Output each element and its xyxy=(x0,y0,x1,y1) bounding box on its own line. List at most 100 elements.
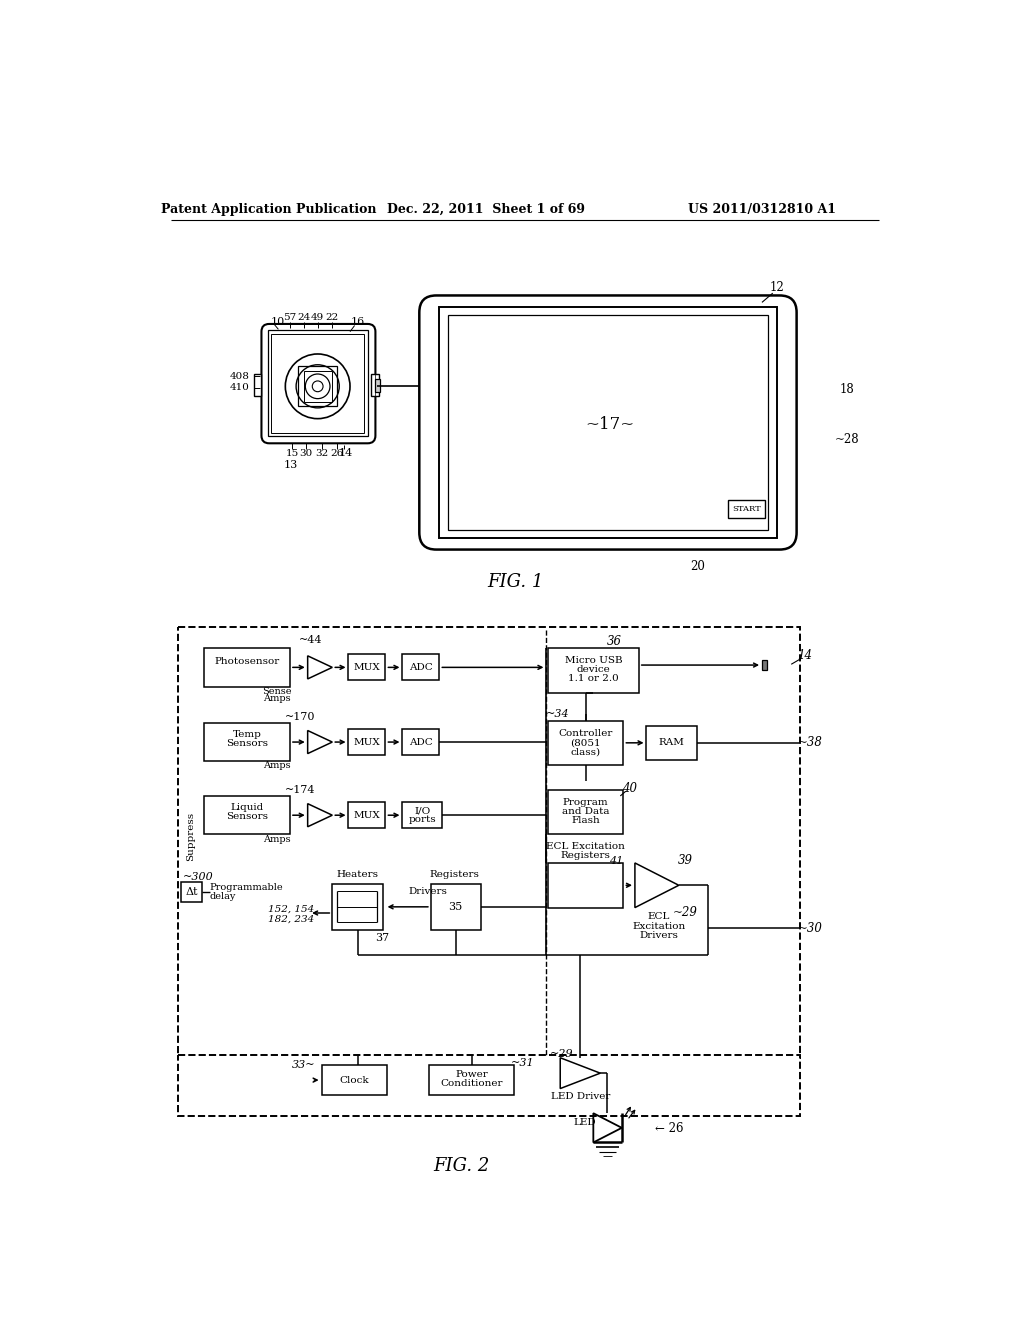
Text: 22: 22 xyxy=(325,313,338,322)
Text: 152, 154,: 152, 154, xyxy=(267,904,317,913)
Text: 57: 57 xyxy=(284,313,297,322)
Text: 1.1 or 2.0: 1.1 or 2.0 xyxy=(568,675,618,684)
Text: class): class) xyxy=(570,747,601,756)
Text: (8051: (8051 xyxy=(570,738,601,747)
Text: 410: 410 xyxy=(230,383,250,392)
Text: Sensors: Sensors xyxy=(226,812,268,821)
Bar xyxy=(254,374,261,396)
Text: Patent Application Publication: Patent Application Publication xyxy=(162,203,377,215)
Bar xyxy=(371,374,379,396)
Text: 41: 41 xyxy=(608,857,623,866)
Text: ECL Excitation: ECL Excitation xyxy=(546,842,625,850)
Text: Temp: Temp xyxy=(232,730,261,739)
Text: I/O: I/O xyxy=(415,807,430,814)
Text: ~300: ~300 xyxy=(183,871,214,882)
Bar xyxy=(178,627,801,1057)
Bar xyxy=(402,655,439,681)
Text: Δt: Δt xyxy=(185,887,198,898)
Text: Sensors: Sensors xyxy=(226,739,268,748)
Text: 39: 39 xyxy=(678,854,692,867)
Bar xyxy=(728,499,765,517)
Text: US 2011/0312810 A1: US 2011/0312810 A1 xyxy=(688,203,836,215)
Bar xyxy=(204,648,290,686)
Text: ~44: ~44 xyxy=(298,635,322,644)
Text: ← 26: ← 26 xyxy=(655,1122,684,1135)
Bar xyxy=(267,330,368,437)
FancyBboxPatch shape xyxy=(261,323,376,444)
Text: and Data: and Data xyxy=(562,807,609,816)
Text: ~34: ~34 xyxy=(546,709,569,719)
Text: 18: 18 xyxy=(840,383,854,396)
Bar xyxy=(348,655,385,681)
Text: RAM: RAM xyxy=(658,738,684,747)
Text: ~28: ~28 xyxy=(835,433,859,446)
Bar xyxy=(333,884,383,929)
Bar xyxy=(646,726,696,760)
Bar xyxy=(548,863,624,908)
Bar xyxy=(429,1065,514,1094)
Text: Registers: Registers xyxy=(561,851,610,859)
Text: 16: 16 xyxy=(350,317,365,327)
Bar xyxy=(204,796,290,834)
Text: Drivers: Drivers xyxy=(639,931,678,940)
Text: ~174: ~174 xyxy=(285,785,315,795)
Text: 10: 10 xyxy=(270,317,285,326)
Bar xyxy=(548,648,639,693)
Text: Heaters: Heaters xyxy=(337,870,379,879)
Text: Sense: Sense xyxy=(262,686,292,696)
Bar xyxy=(402,803,442,829)
Text: START: START xyxy=(732,504,761,512)
Text: 26: 26 xyxy=(331,449,343,458)
Text: Amps: Amps xyxy=(263,762,291,771)
Text: LED Driver: LED Driver xyxy=(551,1092,610,1101)
Bar xyxy=(298,367,337,407)
Text: 12: 12 xyxy=(770,281,784,294)
Text: 15: 15 xyxy=(286,449,299,458)
Text: 408: 408 xyxy=(230,372,250,380)
Text: ~30: ~30 xyxy=(798,921,822,935)
Text: 14: 14 xyxy=(797,648,812,661)
Text: MUX: MUX xyxy=(353,738,380,747)
Bar xyxy=(322,1065,387,1094)
Text: ADC: ADC xyxy=(409,738,433,747)
Text: Suppress: Suppress xyxy=(186,812,196,861)
Text: Dec. 22, 2011  Sheet 1 of 69: Dec. 22, 2011 Sheet 1 of 69 xyxy=(387,203,586,215)
Text: 14: 14 xyxy=(339,449,353,458)
Bar xyxy=(431,884,481,929)
Bar xyxy=(447,314,768,531)
Bar xyxy=(348,803,385,829)
Text: 35: 35 xyxy=(449,902,463,912)
Text: MUX: MUX xyxy=(353,810,380,820)
Text: ports: ports xyxy=(409,814,436,824)
Text: Registers: Registers xyxy=(429,870,479,879)
Text: 36: 36 xyxy=(606,635,622,648)
Text: MUX: MUX xyxy=(353,663,380,672)
Text: ECL: ECL xyxy=(647,912,670,921)
Text: 49: 49 xyxy=(311,313,325,322)
Text: ADC: ADC xyxy=(409,663,433,672)
Bar xyxy=(204,723,290,762)
Bar xyxy=(376,379,380,392)
Bar xyxy=(304,371,332,401)
Bar xyxy=(178,1056,801,1115)
FancyBboxPatch shape xyxy=(419,296,797,549)
Bar xyxy=(348,729,385,755)
Text: Programmable: Programmable xyxy=(210,883,284,892)
Bar xyxy=(548,721,624,766)
Bar xyxy=(438,308,777,539)
Bar xyxy=(762,660,767,669)
Text: FIG. 2: FIG. 2 xyxy=(433,1156,489,1175)
Text: Conditioner: Conditioner xyxy=(440,1080,503,1089)
Text: 32: 32 xyxy=(315,449,328,458)
Bar xyxy=(548,789,624,834)
Text: 13: 13 xyxy=(284,459,298,470)
Text: Controller: Controller xyxy=(558,729,612,738)
Text: Program: Program xyxy=(563,797,608,807)
Text: device: device xyxy=(577,665,610,675)
Text: 182, 234: 182, 234 xyxy=(267,915,314,924)
Text: FIG. 1: FIG. 1 xyxy=(487,573,544,591)
Text: 24: 24 xyxy=(297,313,310,322)
Text: Liquid: Liquid xyxy=(230,803,263,812)
Text: LED: LED xyxy=(573,1118,596,1127)
Text: Excitation: Excitation xyxy=(632,921,685,931)
